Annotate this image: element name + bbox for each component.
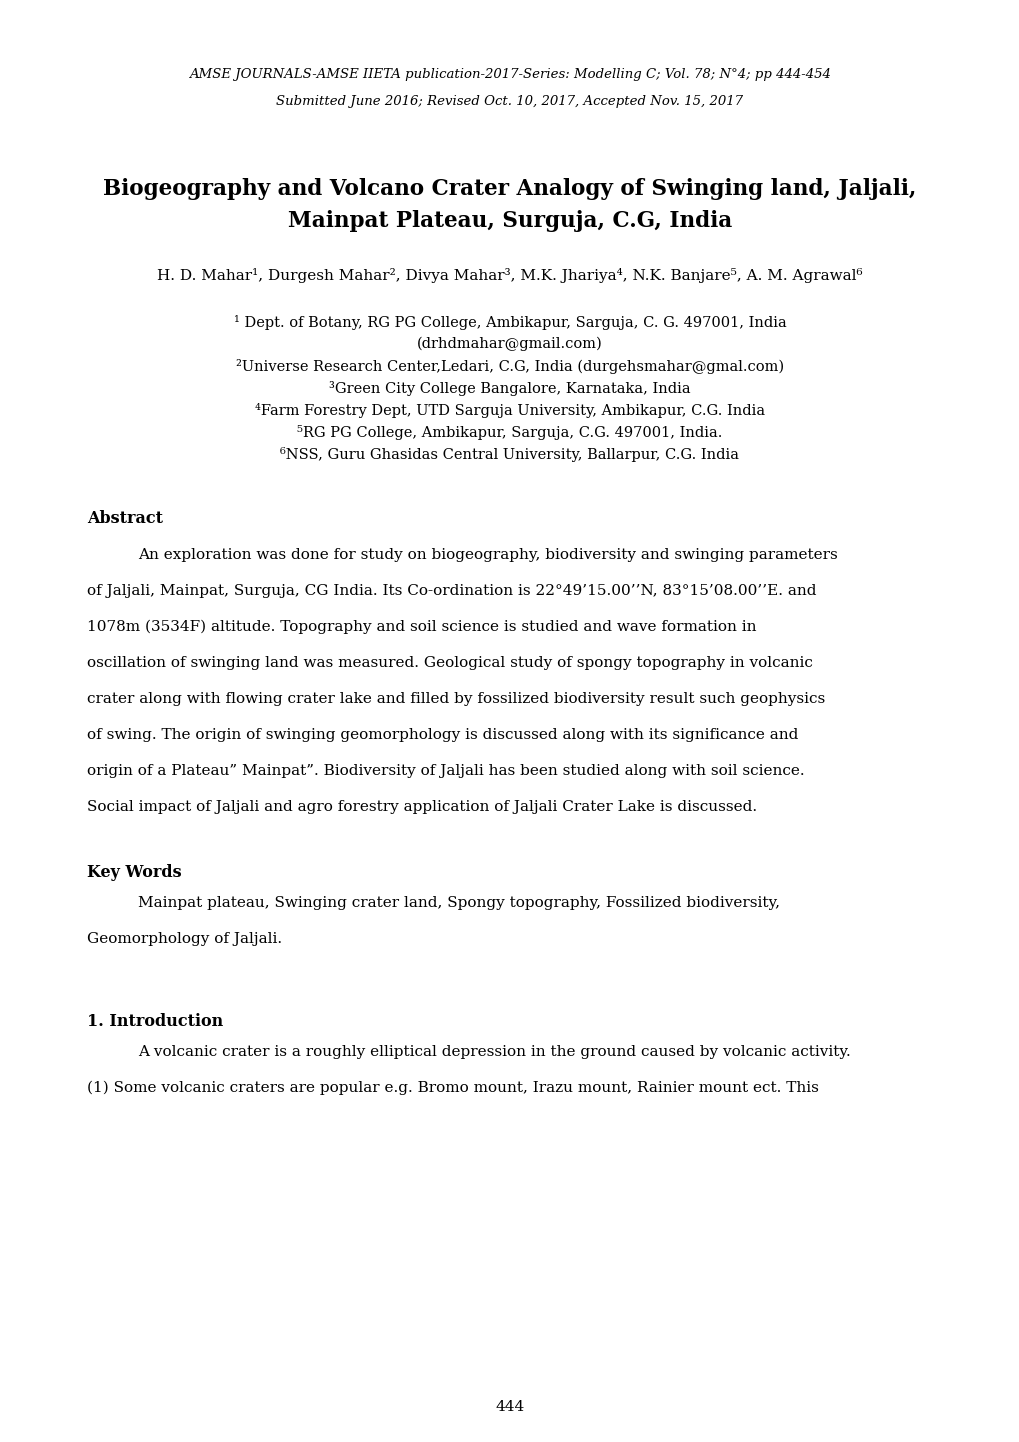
Text: Mainpat Plateau, Surguja, C.G, India: Mainpat Plateau, Surguja, C.G, India <box>287 211 732 232</box>
Text: origin of a Plateau” Mainpat”. Biodiversity of Jaljali has been studied along wi: origin of a Plateau” Mainpat”. Biodivers… <box>87 764 804 779</box>
Text: An exploration was done for study on biogeography, biodiversity and swinging par: An exploration was done for study on bio… <box>138 548 837 562</box>
Text: 444: 444 <box>495 1400 524 1415</box>
Text: of swing. The origin of swinging geomorphology is discussed along with its signi: of swing. The origin of swinging geomorp… <box>87 728 797 743</box>
Text: ²Universe Research Center,Ledari, C.G, India (durgehsmahar@gmal.com): ²Universe Research Center,Ledari, C.G, I… <box>235 359 784 373</box>
Text: crater along with flowing crater lake and filled by fossilized biodiversity resu: crater along with flowing crater lake an… <box>87 692 824 707</box>
Text: Mainpat plateau, Swinging crater land, Spongy topography, Fossilized biodiversit: Mainpat plateau, Swinging crater land, S… <box>138 895 779 910</box>
Text: Geomorphology of Jaljali.: Geomorphology of Jaljali. <box>87 932 281 946</box>
Text: ⁶NSS, Guru Ghasidas Central University, Ballarpur, C.G. India: ⁶NSS, Guru Ghasidas Central University, … <box>280 447 739 461</box>
Text: Abstract: Abstract <box>87 510 163 526</box>
Text: Submitted June 2016; Revised Oct. 10, 2017, Accepted Nov. 15, 2017: Submitted June 2016; Revised Oct. 10, 20… <box>276 95 743 108</box>
Text: Biogeography and Volcano Crater Analogy of Swinging land, Jaljali,: Biogeography and Volcano Crater Analogy … <box>103 177 916 200</box>
Text: ³Green City College Bangalore, Karnataka, India: ³Green City College Bangalore, Karnataka… <box>329 381 690 397</box>
Text: 1. Introduction: 1. Introduction <box>87 1012 223 1030</box>
Text: A volcanic crater is a roughly elliptical depression in the ground caused by vol: A volcanic crater is a roughly elliptica… <box>138 1045 850 1058</box>
Text: H. D. Mahar¹, Durgesh Mahar², Divya Mahar³, M.K. Jhariya⁴, N.K. Banjare⁵, A. M. : H. D. Mahar¹, Durgesh Mahar², Divya Maha… <box>157 268 862 283</box>
Text: ⁵RG PG College, Ambikapur, Sarguja, C.G. 497001, India.: ⁵RG PG College, Ambikapur, Sarguja, C.G.… <box>297 425 722 440</box>
Text: Social impact of Jaljali and agro forestry application of Jaljali Crater Lake is: Social impact of Jaljali and agro forest… <box>87 800 756 813</box>
Text: (drhdmahar@gmail.com): (drhdmahar@gmail.com) <box>417 337 602 352</box>
Text: Key Words: Key Words <box>87 864 181 881</box>
Text: oscillation of swinging land was measured. Geological study of spongy topography: oscillation of swinging land was measure… <box>87 656 812 671</box>
Text: ⁴Farm Forestry Dept, UTD Sarguja University, Ambikapur, C.G. India: ⁴Farm Forestry Dept, UTD Sarguja Univers… <box>255 402 764 418</box>
Text: ¹ Dept. of Botany, RG PG College, Ambikapur, Sarguja, C. G. 497001, India: ¹ Dept. of Botany, RG PG College, Ambika… <box>233 314 786 330</box>
Text: AMSE JOURNALS-AMSE IIETA publication-2017-Series: Modelling C; Vol. 78; N°4; pp : AMSE JOURNALS-AMSE IIETA publication-201… <box>189 68 830 81</box>
Text: (1) Some volcanic craters are popular e.g. Bromo mount, Irazu mount, Rainier mou: (1) Some volcanic craters are popular e.… <box>87 1082 818 1096</box>
Text: 1078m (3534F) altitude. Topography and soil science is studied and wave formatio: 1078m (3534F) altitude. Topography and s… <box>87 620 755 634</box>
Text: of Jaljali, Mainpat, Surguja, CG India. Its Co-ordination is 22°49’15.00’’N, 83°: of Jaljali, Mainpat, Surguja, CG India. … <box>87 584 815 598</box>
